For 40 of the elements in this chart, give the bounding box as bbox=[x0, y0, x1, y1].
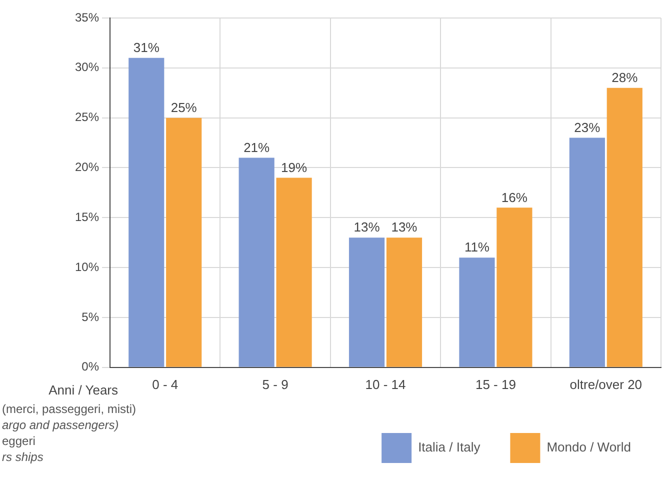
y-tick-label: 20% bbox=[74, 160, 100, 174]
bar bbox=[238, 158, 274, 367]
y-tick-label: 10% bbox=[74, 260, 100, 274]
data-label: 28% bbox=[612, 70, 638, 85]
text: argo and passengers) bbox=[2, 418, 119, 432]
legend-label: Mondo / World bbox=[546, 440, 631, 455]
x-axis-title: Anni / Years bbox=[48, 382, 119, 398]
data-label: 19% bbox=[281, 160, 308, 175]
data-label: 13% bbox=[354, 220, 380, 235]
bar bbox=[166, 118, 202, 367]
text: (merci, passeggeri, misti) bbox=[2, 402, 136, 416]
data-label: 13% bbox=[391, 220, 418, 235]
text: rs ships bbox=[2, 450, 44, 464]
data-label: 21% bbox=[244, 140, 270, 155]
bar bbox=[386, 238, 422, 367]
y-tick-label: 5% bbox=[82, 310, 100, 324]
bar bbox=[276, 178, 312, 367]
y-tick-label: 15% bbox=[74, 210, 100, 224]
x-tick-label: 5 - 9 bbox=[262, 376, 288, 392]
bar bbox=[569, 138, 605, 367]
y-tick-label: 30% bbox=[74, 60, 100, 74]
y-tick-label: 25% bbox=[74, 110, 100, 124]
bar bbox=[606, 88, 642, 367]
x-tick-label: 10 - 14 bbox=[365, 376, 406, 392]
legend-label: Italia / Italy bbox=[418, 440, 481, 455]
y-tick-label: 35% bbox=[74, 10, 100, 24]
data-label: 11% bbox=[464, 240, 490, 255]
data-label: 23% bbox=[574, 120, 601, 135]
x-tick-label: 15 - 19 bbox=[475, 376, 516, 392]
bar bbox=[348, 238, 385, 367]
data-label: 25% bbox=[170, 100, 198, 115]
bar bbox=[128, 58, 164, 367]
text: eggeri bbox=[2, 434, 36, 448]
x-tick-label: 0 - 4 bbox=[152, 376, 178, 392]
y-tick-label: 0% bbox=[82, 360, 100, 374]
x-tick-label: oltre/over 20 bbox=[570, 376, 642, 392]
data-label: 31% bbox=[133, 40, 160, 56]
data-label: 16% bbox=[501, 190, 528, 205]
bar bbox=[496, 208, 532, 367]
bar bbox=[459, 258, 495, 367]
